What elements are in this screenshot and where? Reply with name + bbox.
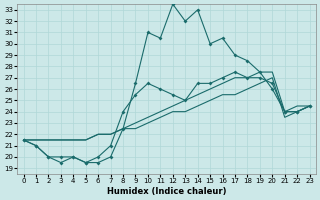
X-axis label: Humidex (Indice chaleur): Humidex (Indice chaleur) [107,187,226,196]
